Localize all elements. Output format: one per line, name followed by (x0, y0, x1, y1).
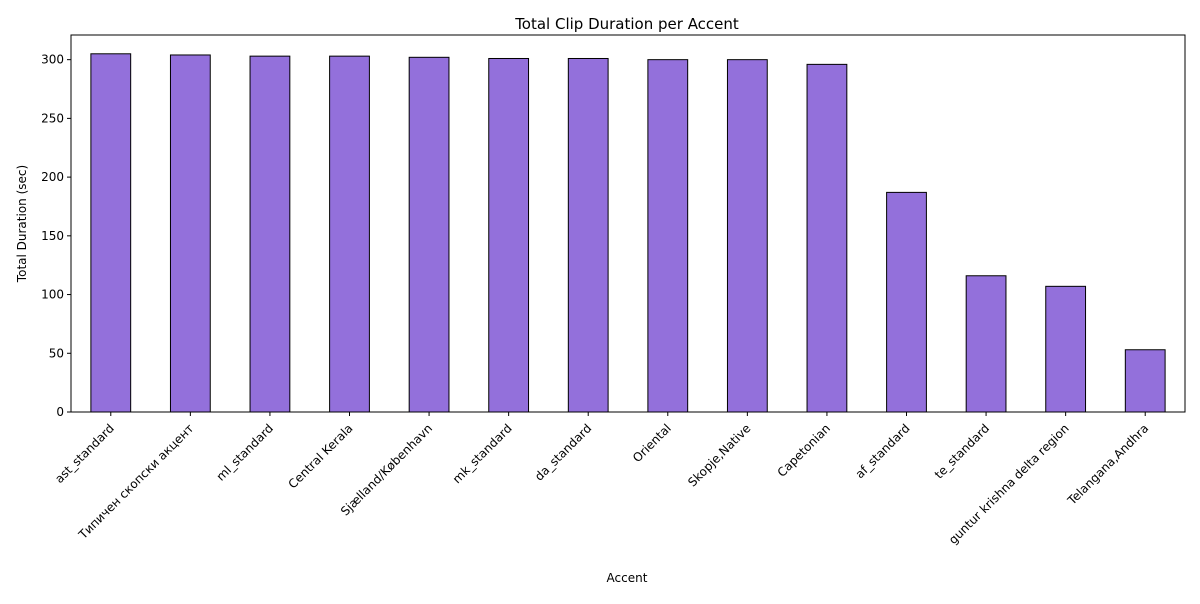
x-tick-label-11: te_standard (932, 421, 992, 481)
plot-frame (70, 34, 1186, 413)
chart-title: Total Clip Duration per Accent (514, 15, 739, 33)
bar-10 (886, 191, 927, 413)
bar-5 (488, 57, 530, 413)
y-tick-label-4: 200 (41, 170, 64, 184)
bar-2 (249, 55, 291, 413)
y-tick-label-2: 100 (41, 288, 64, 302)
bar-11 (965, 275, 1007, 413)
bar-8 (726, 59, 768, 413)
bar-0 (90, 53, 132, 413)
y-axis-label: Total Duration (sec) (15, 165, 29, 283)
x-tick-label-7: Oriental (630, 421, 674, 465)
x-tick-label-5: mk_standard (450, 421, 515, 486)
y-axis: 0 50 100 150 200 250 300 (41, 53, 71, 419)
x-tick-label-8: Skopje,Native (685, 421, 753, 489)
bar-13 (1124, 349, 1166, 413)
x-tick-label-2: ml_standard (214, 421, 276, 483)
x-tick-label-4: Sjælland/København (338, 421, 435, 518)
bar-3 (329, 55, 370, 413)
bar-12 (1045, 285, 1087, 413)
x-tick-label-9: Capetonian (775, 421, 833, 479)
bar-6 (567, 57, 609, 413)
y-tick-label-6: 300 (41, 53, 64, 67)
y-tick-label-5: 250 (41, 111, 64, 125)
y-tick-label-3: 150 (41, 229, 64, 243)
y-tick-label-0: 0 (56, 405, 64, 419)
y-tick-label-1: 50 (49, 346, 64, 360)
x-tick-label-13: Telangana,Andhra (1064, 421, 1151, 508)
bar-1 (169, 54, 211, 413)
x-tick-label-10: af_standard (853, 421, 913, 481)
x-axis-label: Accent (607, 571, 648, 585)
x-tick-label-3: Central Kerala (286, 421, 356, 491)
bar-4 (408, 56, 450, 413)
bars-group (90, 53, 1166, 413)
bar-9 (806, 63, 848, 413)
bar-7 (647, 59, 689, 413)
x-tick-label-0: ast_standard (52, 421, 117, 486)
x-tick-label-6: da_standard (532, 421, 594, 483)
